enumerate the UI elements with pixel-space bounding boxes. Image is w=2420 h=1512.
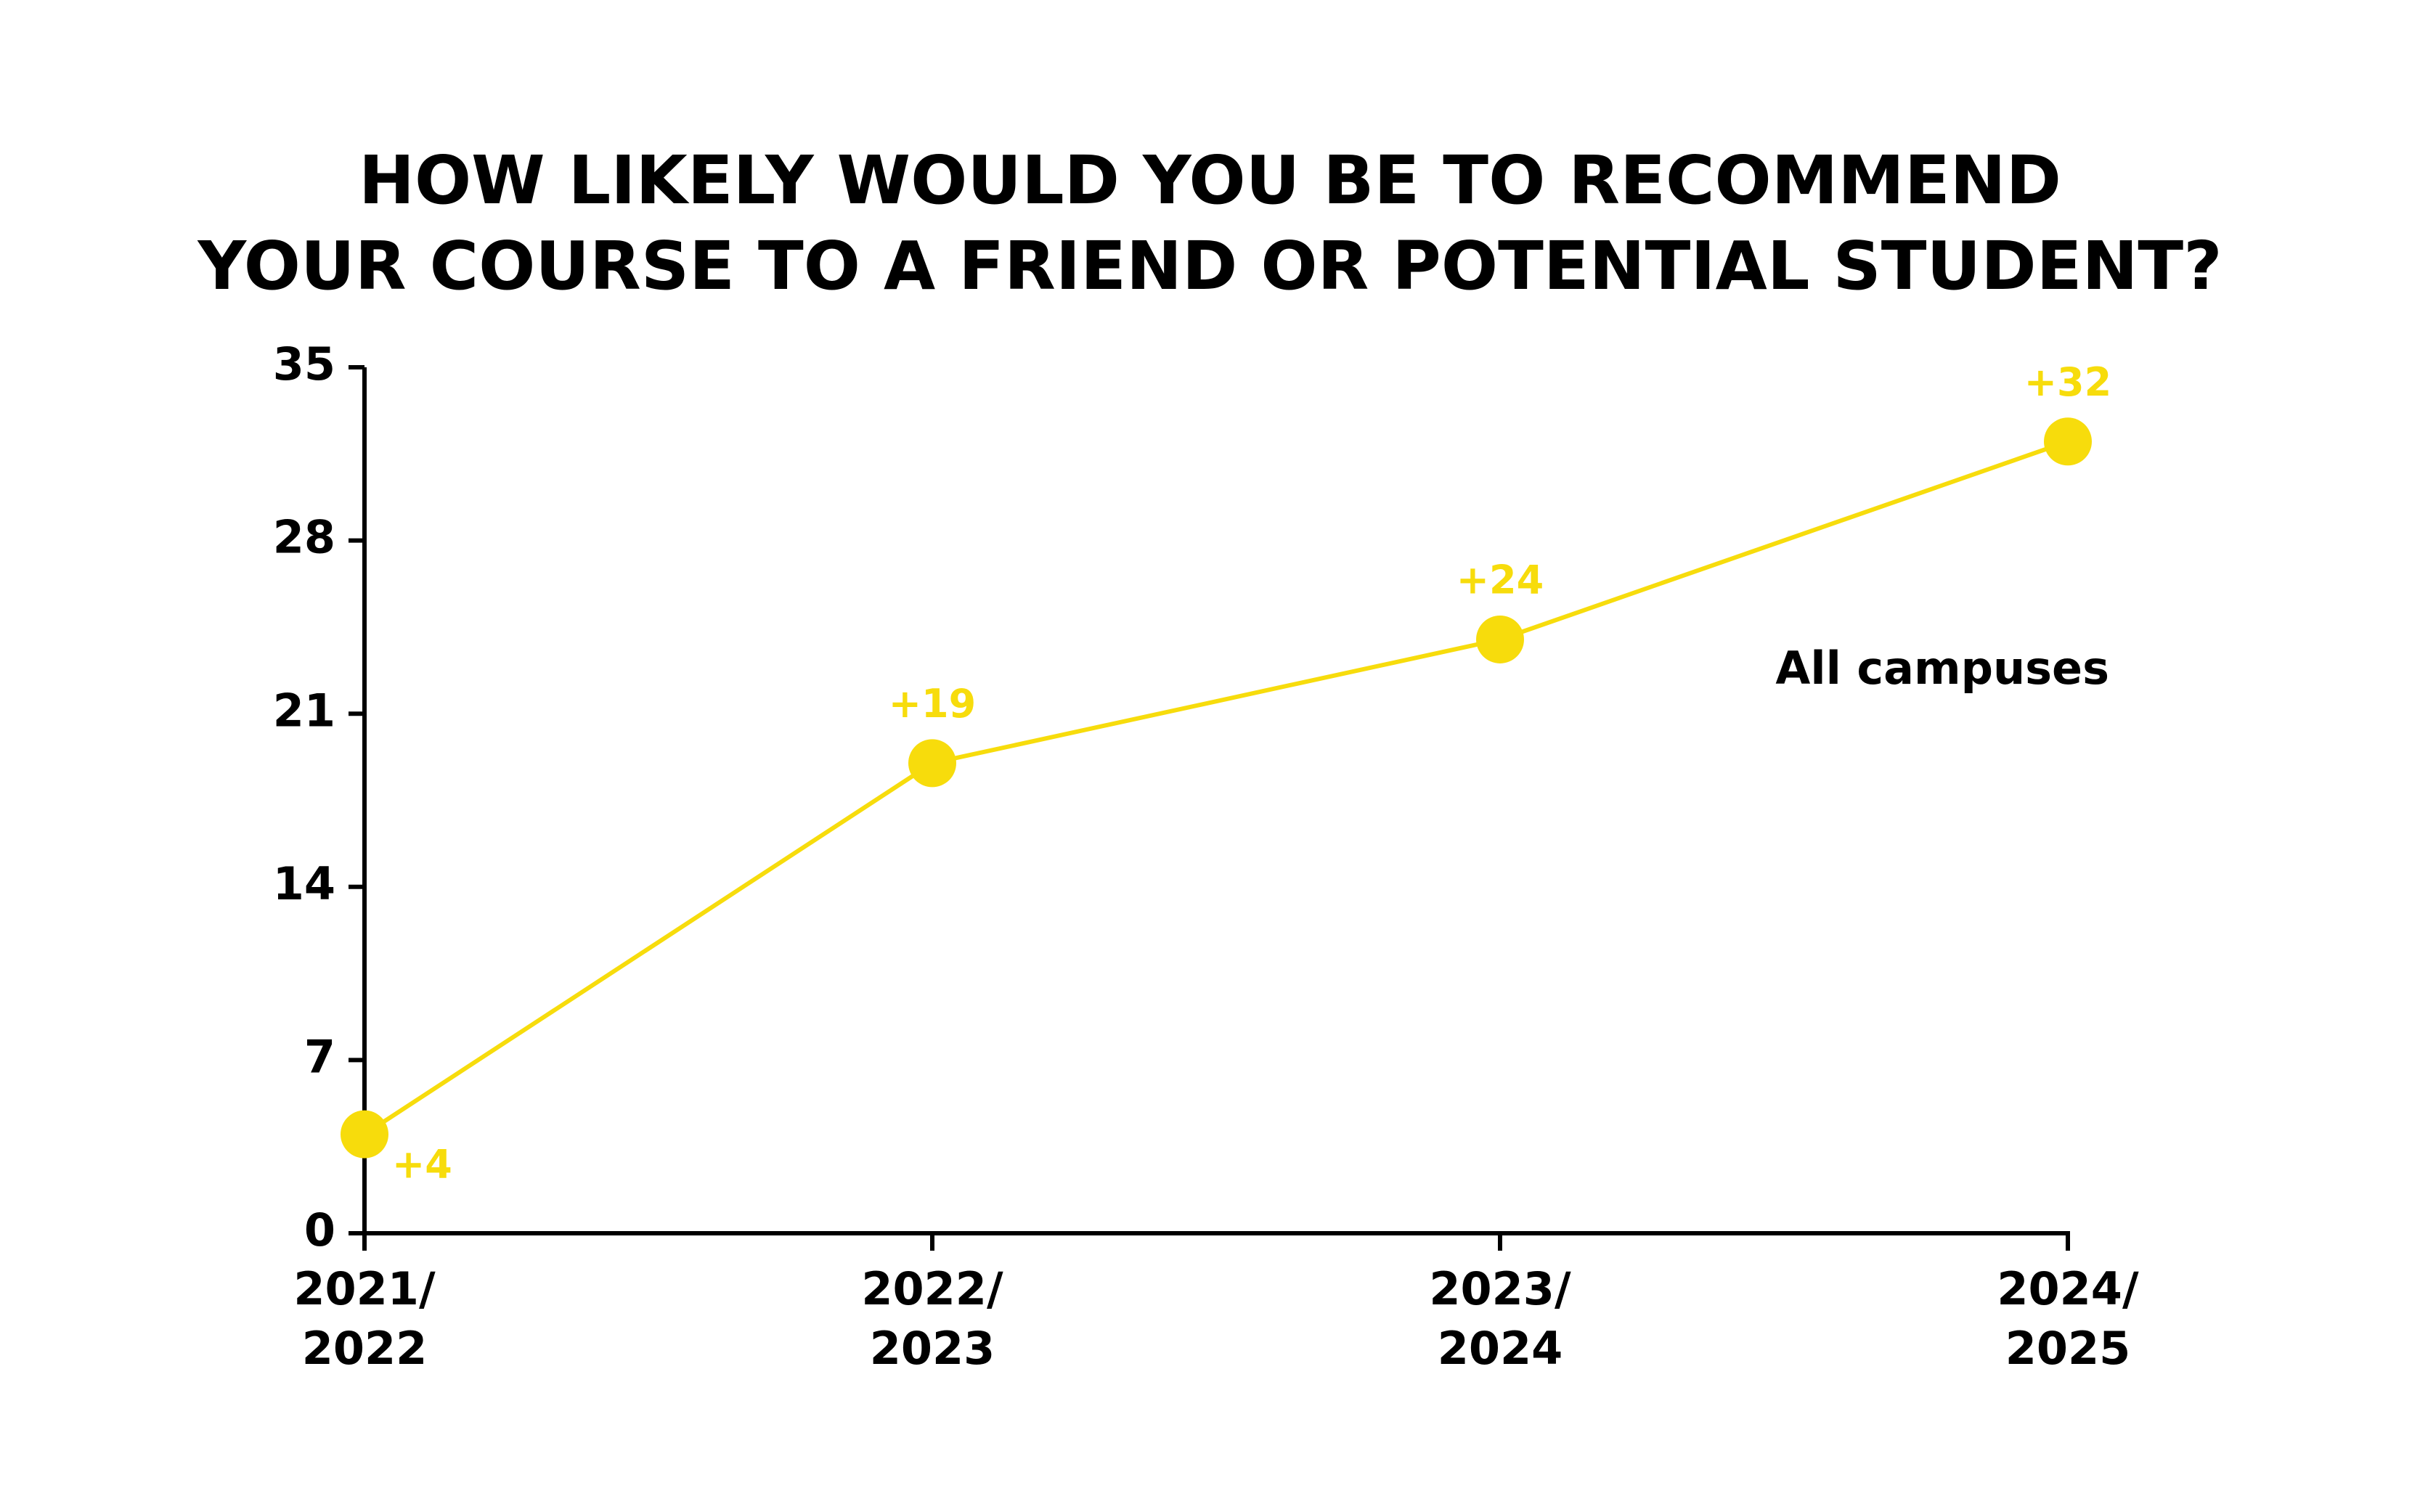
data-label: +24	[1457, 557, 1544, 603]
x-tick-label: 2023/ 2024	[1429, 1262, 1571, 1375]
data-label: +32	[2024, 359, 2111, 405]
y-tick-label: 21	[273, 684, 335, 737]
point	[908, 739, 956, 788]
chart-title: HOW LIKELY WOULD YOU BE TO RECOMMEND YOU…	[197, 142, 2223, 305]
x-tick-label: 2022/ 2023	[861, 1262, 1003, 1375]
point	[2044, 417, 2092, 466]
point	[341, 1110, 388, 1158]
legend-label: All campuses	[1775, 642, 2109, 695]
y-tick-label: 14	[273, 857, 335, 910]
x-tick-label: 2021/ 2022	[293, 1262, 436, 1375]
point	[1476, 615, 1524, 663]
x-tick-label: 2024/ 2025	[1997, 1262, 2139, 1375]
y-tick-label: 7	[304, 1030, 335, 1083]
line	[363, 439, 2069, 1137]
data-label: +4	[392, 1141, 452, 1187]
data-label: +19	[889, 681, 976, 727]
y-tick-label: 28	[273, 511, 335, 564]
y-tick-label: 0	[304, 1204, 335, 1256]
y-tick-label: 35	[273, 338, 335, 391]
